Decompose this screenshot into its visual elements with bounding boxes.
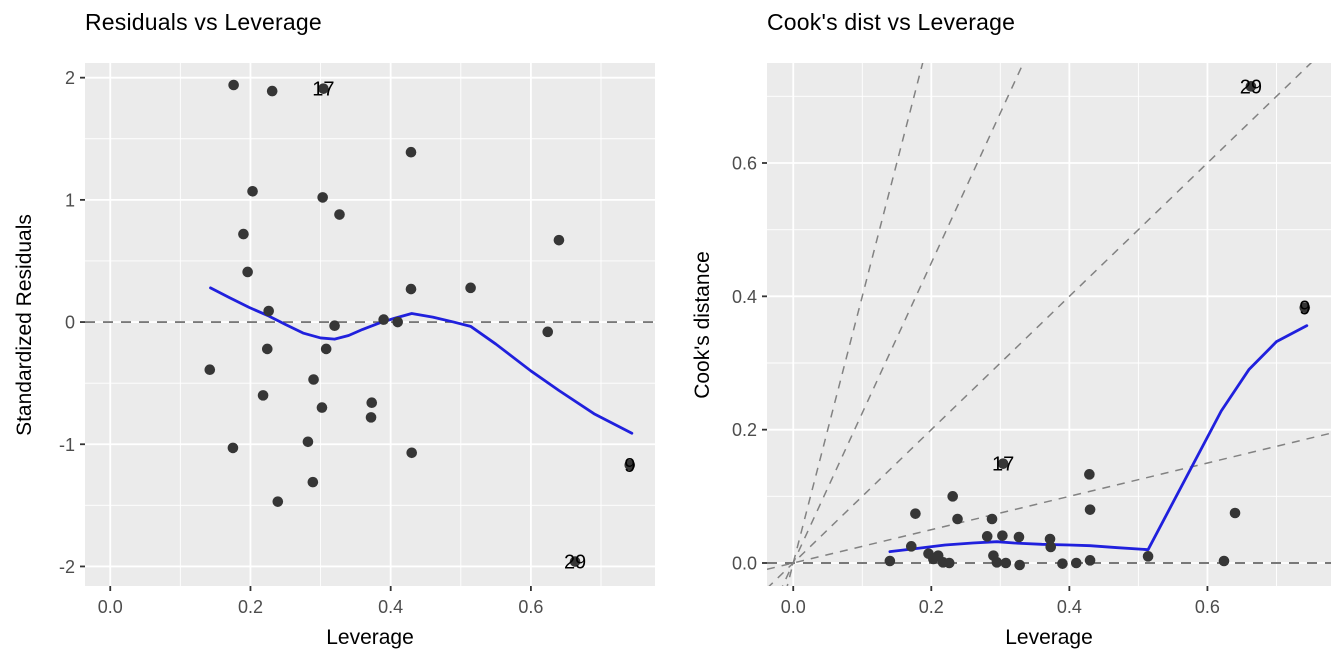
- y-tick-label: 0.6: [732, 154, 757, 174]
- panel-background: [85, 63, 655, 586]
- data-point: [257, 390, 269, 401]
- x-axis-title: Leverage: [1005, 626, 1093, 649]
- data-point: [334, 209, 345, 220]
- data-point: [569, 556, 581, 567]
- x-tick-label: 0.2: [238, 597, 263, 617]
- data-point: [204, 364, 216, 376]
- data-point: [227, 442, 239, 454]
- smooth-line: [888, 324, 1309, 554]
- data-point: [365, 412, 377, 423]
- data-point: [228, 79, 239, 91]
- data-point: [261, 343, 273, 355]
- data-point: [624, 459, 636, 471]
- data-point: [308, 374, 319, 385]
- cooks-contour-line: [786, 63, 924, 586]
- y-tick-label: 2: [65, 68, 75, 88]
- y-tick-label: -2: [59, 557, 75, 577]
- data-point: [1013, 531, 1025, 543]
- data-point: [947, 491, 958, 502]
- point-label: 9: [1299, 298, 1310, 320]
- cooks-contour-line: [767, 432, 1331, 571]
- data-point: [242, 266, 253, 278]
- data-point: [542, 326, 554, 338]
- data-point: [1299, 302, 1311, 313]
- y-tick-label: -1: [59, 435, 75, 455]
- x-tick-label: 0.4: [378, 597, 403, 617]
- data-point: [1014, 559, 1025, 571]
- x-tick-label: 0.6: [1195, 597, 1220, 617]
- x-axis-title: Leverage: [326, 626, 414, 649]
- data-layer: 29 9 17: [767, 63, 1331, 586]
- data-point: [553, 234, 565, 246]
- data-point: [316, 402, 328, 413]
- data-point: [1044, 533, 1056, 545]
- residuals-vs-leverage-plot: Residuals vs Leverage Standardized Resid…: [13, 9, 655, 649]
- data-point: [1045, 541, 1057, 553]
- cooks-dist-vs-leverage-plot: Cook's dist vs Leverage Cook's distance …: [672, 0, 1344, 672]
- data-point: [1000, 557, 1012, 569]
- data-point: [320, 343, 332, 355]
- data-point: [406, 447, 418, 459]
- x-tick-label: 0.0: [98, 597, 123, 617]
- data-point: [991, 557, 1003, 568]
- data-point: [997, 458, 1009, 469]
- data-point: [302, 436, 314, 448]
- y-tick-label: 0.0: [732, 554, 757, 574]
- data-point: [1229, 507, 1241, 519]
- data-point: [266, 85, 278, 97]
- data-point: [884, 555, 896, 567]
- data-point: [997, 530, 1008, 541]
- data-point: [247, 186, 258, 197]
- y-tick-label: 1: [65, 190, 75, 210]
- data-point: [318, 83, 329, 94]
- x-tick-label: 0.0: [781, 597, 806, 617]
- y-tick-label: 0.2: [732, 420, 757, 440]
- data-point: [392, 316, 403, 328]
- data-point: [1084, 504, 1096, 515]
- y-tick-label: 0.4: [732, 287, 757, 307]
- data-point: [238, 228, 249, 240]
- data-point: [1070, 557, 1082, 569]
- data-point: [986, 513, 998, 525]
- plot-title: Cook's dist vs Leverage: [767, 9, 1016, 35]
- point-label: 17: [312, 79, 334, 101]
- x-tick-label: 0.4: [1057, 597, 1082, 617]
- y-tick-label: 0: [65, 313, 75, 333]
- data-point: [1084, 555, 1096, 566]
- data-layer: 17 9 29: [85, 79, 655, 574]
- data-point: [910, 508, 921, 519]
- data-point: [943, 557, 955, 569]
- x-tick-label: 0.6: [518, 597, 543, 617]
- point-label: 9: [624, 455, 635, 477]
- data-point: [378, 314, 389, 325]
- data-point: [1245, 81, 1257, 92]
- residuals-plot-area: 17 9 29 0.0 0.2 0.4 0.6 -2 -1 0 1 2: [59, 63, 655, 617]
- data-point: [905, 541, 917, 552]
- data-point: [366, 397, 378, 409]
- plot-title: Residuals vs Leverage: [85, 9, 322, 35]
- data-point: [1057, 558, 1068, 569]
- panel-background: [767, 63, 1331, 586]
- data-point: [317, 192, 328, 203]
- data-point: [1084, 469, 1095, 480]
- data-point: [981, 531, 993, 542]
- cooks-dist-plot-area: 29 9 17 0.0 0.2 0.4 0.6 0.0 0.2 0.4 0.6: [732, 63, 1331, 617]
- data-point: [329, 320, 340, 332]
- point-label: 29: [1240, 76, 1262, 98]
- data-point: [1218, 555, 1230, 567]
- data-point: [263, 305, 274, 317]
- data-point: [405, 283, 417, 295]
- data-point: [1142, 551, 1154, 562]
- point-label: 17: [992, 454, 1014, 476]
- data-point: [952, 513, 963, 525]
- data-point: [307, 476, 319, 488]
- data-point: [465, 282, 476, 294]
- data-point: [405, 146, 417, 158]
- point-label: 29: [564, 552, 586, 574]
- cooks-contour-line: [768, 63, 1313, 586]
- x-tick-label: 0.2: [919, 597, 944, 617]
- data-point: [272, 496, 284, 507]
